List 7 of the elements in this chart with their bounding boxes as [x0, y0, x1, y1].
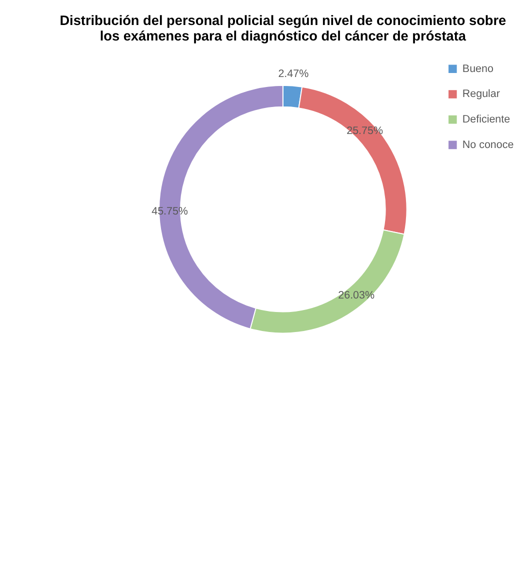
legend-label: Deficiente	[462, 114, 510, 126]
legend-label: Regular	[462, 88, 500, 100]
text: Distribución del personal policial según nivel de conocimiento sobre	[60, 12, 506, 28]
text: los exámenes para el diagnóstico del cáncer de próstata	[100, 28, 466, 44]
data-label: 2.47%	[278, 68, 310, 80]
legend-label: No conoce	[462, 138, 514, 151]
legend-label: Bueno	[462, 62, 494, 75]
